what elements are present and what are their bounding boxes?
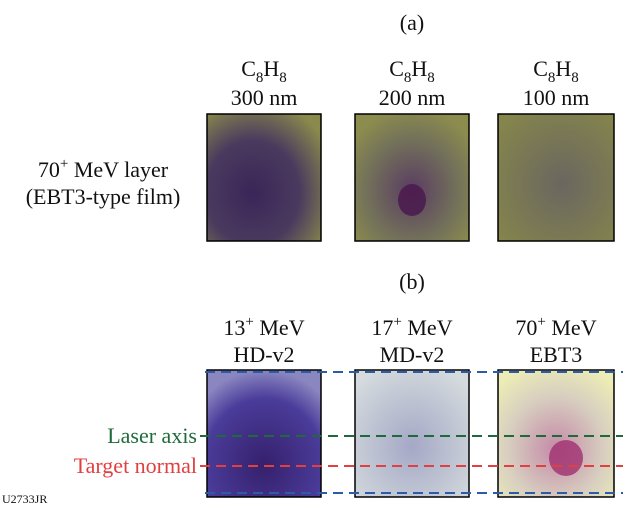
energy: 17 [371, 315, 393, 340]
thickness: 300 nm [231, 85, 298, 110]
element: C [533, 56, 548, 81]
subscript: 8 [427, 70, 435, 86]
formula: C8H8 [389, 56, 435, 86]
film-image [498, 370, 614, 497]
spot [398, 184, 426, 216]
formula: C8H8 [533, 56, 579, 86]
element: C [241, 56, 256, 81]
formula: C8H8 [241, 56, 287, 86]
films-b [207, 370, 614, 497]
film-image [498, 114, 614, 241]
unit: MeV [546, 315, 597, 340]
charge: + [245, 314, 253, 330]
row-label-film: (EBT3-type film) [26, 184, 181, 209]
subscript: 8 [404, 70, 412, 86]
subscript: 8 [279, 70, 287, 86]
film-image [207, 370, 321, 497]
subscript: 8 [256, 70, 264, 86]
energy-label: 13+ MeV [223, 314, 304, 340]
film-type: HD-v2 [233, 342, 294, 367]
unit: MeV [254, 315, 305, 340]
element: H [411, 56, 427, 81]
target-normal-label: Target normal [74, 453, 197, 478]
figure: (a) (b) Laser axis Target normal U2733JR… [0, 0, 623, 508]
subscript: 8 [548, 70, 556, 86]
film-image [207, 114, 321, 241]
subscript: 8 [571, 70, 579, 86]
spot [549, 440, 583, 476]
page: (a) (b) Laser axis Target normal U2733JR… [0, 0, 623, 508]
energy: 70 [38, 157, 60, 182]
film-image [355, 370, 469, 497]
energy-label: 70+ MeV [515, 314, 596, 340]
thickness: 200 nm [379, 85, 446, 110]
thickness: 100 nm [523, 85, 590, 110]
unit: MeV layer [68, 157, 168, 182]
panel-label: (a) [400, 10, 424, 35]
films-a [207, 114, 614, 241]
charge: + [60, 156, 68, 172]
panel-label: (b) [399, 269, 425, 294]
figure-id: U2733JR [2, 492, 47, 506]
energy: 13 [223, 315, 245, 340]
film-type: MD-v2 [380, 342, 445, 367]
film-image [355, 114, 469, 241]
element: C [389, 56, 404, 81]
energy-label: 70+ MeV layer [38, 156, 169, 182]
unit: MeV [402, 315, 453, 340]
charge: + [537, 314, 545, 330]
film-type: EBT3 [530, 342, 583, 367]
energy-label: 17+ MeV [371, 314, 452, 340]
element: H [263, 56, 279, 81]
charge: + [393, 314, 401, 330]
energy: 70 [515, 315, 537, 340]
laser-axis-label: Laser axis [107, 423, 197, 448]
element: H [555, 56, 571, 81]
